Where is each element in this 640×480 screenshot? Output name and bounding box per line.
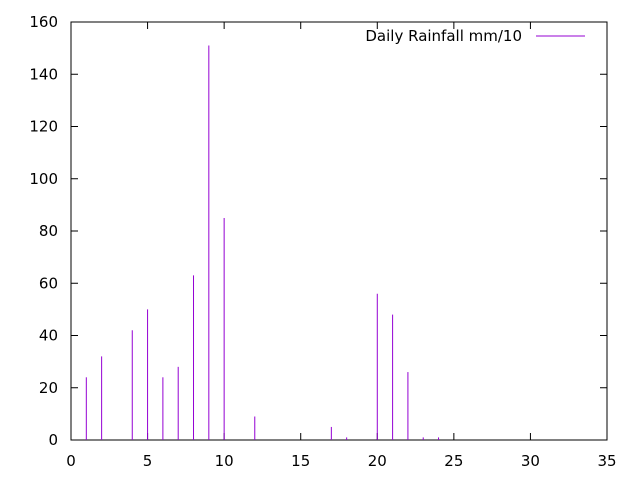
x-tick-label: 30 [521,452,540,470]
y-tick-label: 40 [39,327,58,345]
x-tick-label: 20 [368,452,387,470]
x-tick-label: 5 [143,452,153,470]
y-tick-label: 20 [39,379,58,397]
y-tick-label: 0 [48,431,58,449]
legend-label: Daily Rainfall mm/10 [365,27,522,45]
y-tick-label: 100 [29,170,58,188]
axis-tick-labels: 0 5 10 15 20 25 30 35 0 20 40 60 80 100 120 140 160 [29,13,616,470]
legend: Daily Rainfall mm/10 [365,27,585,45]
x-tick-label: 10 [215,452,234,470]
y-tick-label: 60 [39,274,58,292]
y-tick-label: 160 [29,13,58,31]
y-tick-label: 120 [29,118,58,136]
x-tick-label: 0 [66,452,76,470]
x-tick-label: 15 [291,452,310,470]
y-tick-label: 80 [39,222,58,240]
plot-frame [70,21,608,441]
axis-ticks [70,21,608,441]
x-tick-label: 25 [444,452,463,470]
x-tick-label: 35 [597,452,616,470]
y-tick-label: 140 [29,65,58,83]
rainfall-impulses [85,45,440,440]
